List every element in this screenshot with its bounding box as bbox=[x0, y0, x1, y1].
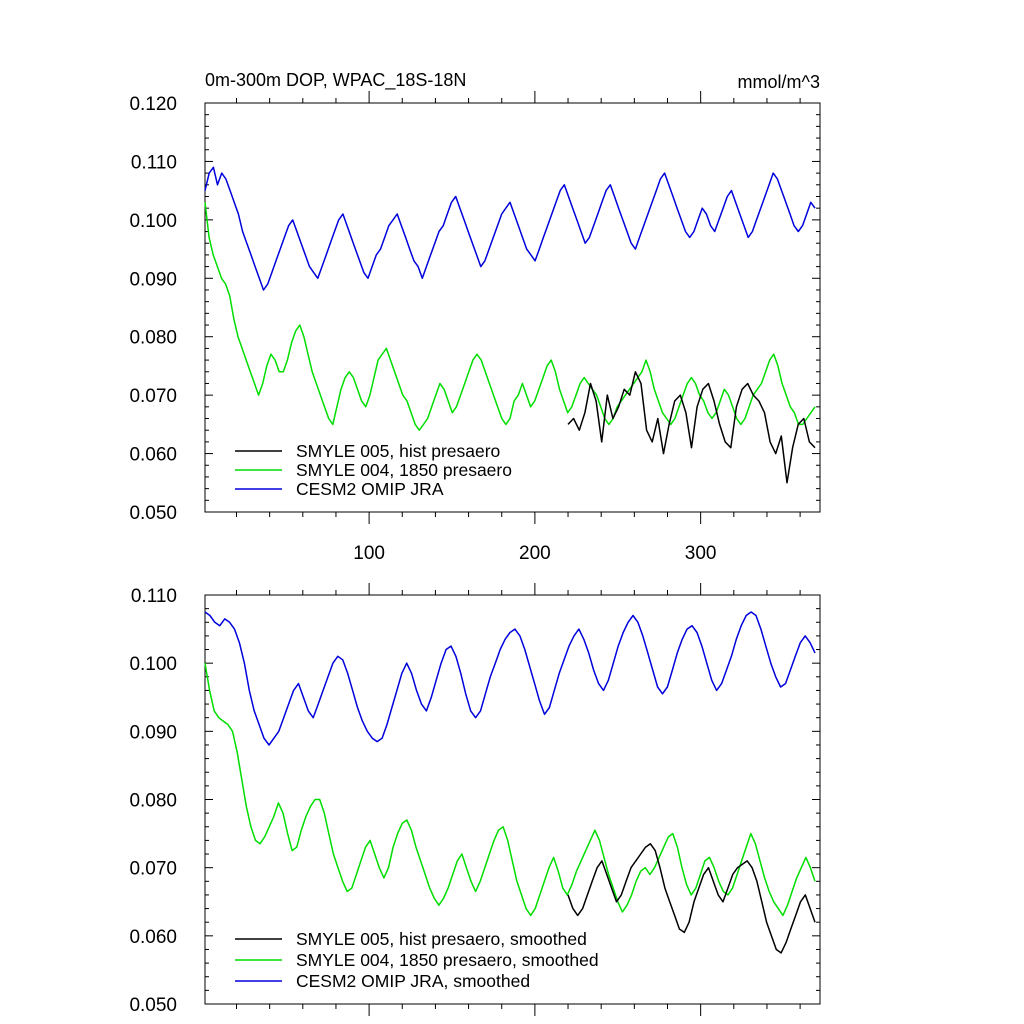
series-line-0 bbox=[567, 371, 816, 484]
x-tick-label: 300 bbox=[685, 543, 717, 564]
y-tick-label: 0.110 bbox=[131, 152, 177, 173]
y-tick-label: 0.110 bbox=[131, 586, 177, 607]
y-tick-label: 0.100 bbox=[129, 211, 177, 232]
y-tick-label: 0.080 bbox=[129, 328, 177, 349]
y-tick-label: 0.100 bbox=[129, 654, 177, 675]
legend-label: SMYLE 004, 1850 presaero bbox=[296, 460, 512, 480]
y-tick-label: 0.050 bbox=[129, 503, 177, 524]
y-tick-label: 0.120 bbox=[129, 94, 177, 115]
legend-label: SMYLE 005, hist presaero bbox=[296, 441, 500, 461]
series-line-0 bbox=[567, 843, 816, 954]
y-tick-label: 0.060 bbox=[129, 445, 177, 466]
series-line-1 bbox=[204, 202, 816, 431]
panel-bottom: 0.050 0.060 0.070 0.080 0.090 0.100 0.110 SMYLE… bbox=[129, 583, 821, 1016]
y-tick-label: 0.070 bbox=[129, 859, 177, 880]
plot-frame bbox=[204, 102, 821, 513]
legend-label: CESM2 OMIP JRA, smoothed bbox=[296, 971, 530, 991]
legend-label: SMYLE 005, hist presaero, smoothed bbox=[296, 929, 587, 949]
panel-top: 0m-300m DOP, WPAC_18S-18N mmol/m^3 0.050… bbox=[129, 70, 821, 564]
y-tick-label: 0.090 bbox=[129, 269, 177, 290]
y-tick-label: 0.060 bbox=[129, 927, 177, 948]
legend-label: SMYLE 004, 1850 presaero, smoothed bbox=[296, 950, 599, 970]
y-tick-label: 0.080 bbox=[129, 791, 177, 812]
panel-title-left: 0m-300m DOP, WPAC_18S-18N bbox=[205, 70, 466, 91]
y-tick-label: 0.090 bbox=[129, 722, 177, 743]
y-tick-label: 0.070 bbox=[129, 386, 177, 407]
x-tick-label: 200 bbox=[519, 543, 551, 564]
legend-label: CESM2 OMIP JRA bbox=[296, 479, 444, 499]
x-tick-label: 100 bbox=[353, 543, 385, 564]
series-line-2 bbox=[204, 166, 816, 291]
y-tick-label: 0.050 bbox=[129, 995, 177, 1016]
panel-title-right: mmol/m^3 bbox=[738, 72, 820, 92]
series-line-2 bbox=[204, 611, 816, 746]
series-line-1 bbox=[204, 663, 816, 917]
